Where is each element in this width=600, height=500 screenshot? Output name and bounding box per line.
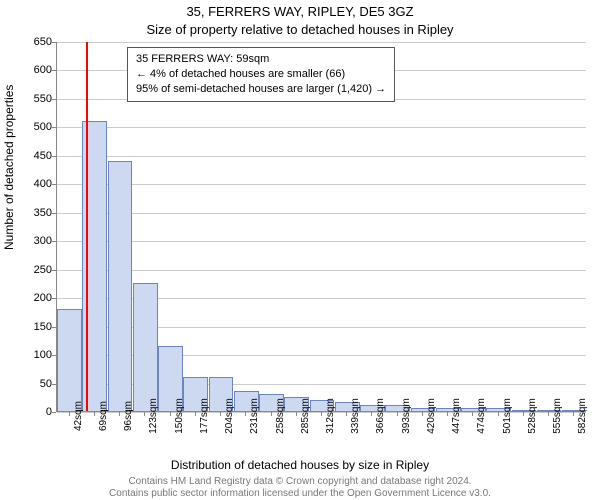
y-tick-mark xyxy=(52,412,56,413)
attribution: Contains HM Land Registry data © Crown c… xyxy=(0,476,600,500)
x-tick-label: 555sqm xyxy=(552,398,563,434)
gridline xyxy=(57,184,586,185)
x-tick-label: 393sqm xyxy=(401,398,412,434)
y-tick-label: 400 xyxy=(26,178,52,190)
x-tick-label: 150sqm xyxy=(174,398,185,434)
y-tick-label: 300 xyxy=(26,235,52,247)
info-box: 35 FERRERS WAY: 59sqm← 4% of detached ho… xyxy=(127,47,395,102)
chart-subtitle: Size of property relative to detached ho… xyxy=(0,22,600,37)
attribution-line-2: Contains public sector information licen… xyxy=(109,488,491,499)
gridline xyxy=(57,241,586,242)
x-tick-mark xyxy=(548,412,549,416)
histogram-bar xyxy=(57,309,82,411)
gridline xyxy=(57,156,586,157)
x-tick-mark xyxy=(447,412,448,416)
y-tick-label: 600 xyxy=(26,64,52,76)
property-size-histogram: 35, FERRERS WAY, RIPLEY, DE5 3GZ Size of… xyxy=(0,0,600,500)
x-tick-label: 42sqm xyxy=(73,401,84,431)
y-tick-label: 500 xyxy=(26,121,52,133)
x-tick-label: 123sqm xyxy=(148,398,159,434)
x-tick-label: 96sqm xyxy=(123,401,134,431)
x-tick-label: 582sqm xyxy=(577,398,588,434)
x-tick-mark xyxy=(195,412,196,416)
info-box-line-3: 95% of semi-detached houses are larger (… xyxy=(136,82,386,97)
x-tick-mark xyxy=(69,412,70,416)
x-tick-mark xyxy=(321,412,322,416)
property-marker-line xyxy=(86,42,88,411)
x-tick-label: 366sqm xyxy=(375,398,386,434)
info-box-line-2: ← 4% of detached houses are smaller (66) xyxy=(136,67,386,82)
x-tick-label: 258sqm xyxy=(275,398,286,434)
y-tick-label: 200 xyxy=(26,292,52,304)
chart-title: 35, FERRERS WAY, RIPLEY, DE5 3GZ xyxy=(0,4,600,19)
x-tick-mark xyxy=(245,412,246,416)
y-tick-label: 350 xyxy=(26,207,52,219)
attribution-line-1: Contains HM Land Registry data © Crown c… xyxy=(128,476,471,487)
y-tick-label: 100 xyxy=(26,349,52,361)
x-tick-mark xyxy=(119,412,120,416)
x-tick-label: 69sqm xyxy=(98,401,109,431)
x-tick-mark xyxy=(170,412,171,416)
x-tick-mark xyxy=(144,412,145,416)
x-tick-mark xyxy=(346,412,347,416)
y-axis-label: Number of detached properties xyxy=(2,85,16,250)
histogram-bar xyxy=(133,283,158,411)
gridline xyxy=(57,42,586,43)
plot-area: 35 FERRERS WAY: 59sqm← 4% of detached ho… xyxy=(56,42,586,412)
x-tick-label: 420sqm xyxy=(426,398,437,434)
x-tick-label: 231sqm xyxy=(249,398,260,434)
x-tick-label: 312sqm xyxy=(325,398,336,434)
x-tick-mark xyxy=(523,412,524,416)
x-tick-mark xyxy=(296,412,297,416)
x-tick-label: 474sqm xyxy=(476,398,487,434)
y-tick-label: 50 xyxy=(26,378,52,390)
x-tick-label: 339sqm xyxy=(350,398,361,434)
y-tick-label: 550 xyxy=(26,93,52,105)
gridline xyxy=(57,270,586,271)
x-tick-label: 177sqm xyxy=(199,398,210,434)
x-tick-mark xyxy=(220,412,221,416)
x-tick-mark xyxy=(422,412,423,416)
histogram-bar xyxy=(108,161,133,411)
x-tick-mark xyxy=(472,412,473,416)
x-tick-mark xyxy=(371,412,372,416)
x-tick-label: 285sqm xyxy=(300,398,311,434)
x-axis-label: Distribution of detached houses by size … xyxy=(0,458,600,472)
x-tick-mark xyxy=(397,412,398,416)
x-tick-mark xyxy=(573,412,574,416)
gridline xyxy=(57,127,586,128)
y-tick-label: 650 xyxy=(26,36,52,48)
x-tick-label: 501sqm xyxy=(502,398,513,434)
y-tick-label: 150 xyxy=(26,321,52,333)
x-tick-mark xyxy=(271,412,272,416)
x-tick-label: 204sqm xyxy=(224,398,235,434)
x-tick-label: 528sqm xyxy=(527,398,538,434)
gridline xyxy=(57,213,586,214)
x-tick-mark xyxy=(94,412,95,416)
x-tick-mark xyxy=(498,412,499,416)
y-tick-label: 450 xyxy=(26,150,52,162)
y-tick-label: 250 xyxy=(26,264,52,276)
x-tick-label: 447sqm xyxy=(451,398,462,434)
info-box-line-1: 35 FERRERS WAY: 59sqm xyxy=(136,52,386,67)
y-tick-label: 0 xyxy=(26,406,52,418)
